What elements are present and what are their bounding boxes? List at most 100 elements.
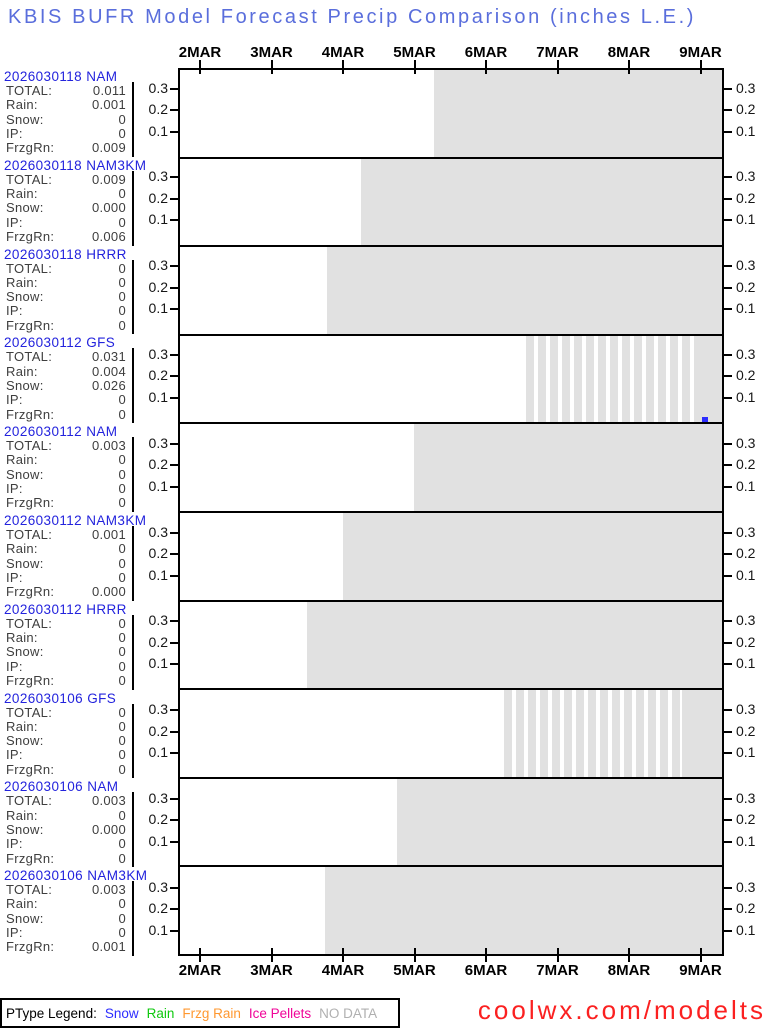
no-data-striped-region <box>504 690 682 777</box>
bottom-month-label: 3MAR <box>250 962 293 979</box>
y-axis-tick <box>724 641 732 644</box>
y-axis-tick-label: 0.3 <box>736 79 756 96</box>
stat-label: IP: <box>6 658 23 674</box>
stat-value: 0 <box>118 658 126 674</box>
stat-value: 0.003 <box>91 793 126 809</box>
forecast-panel <box>180 599 722 689</box>
bottom-month-label: 2MAR <box>178 962 222 979</box>
y-axis-tick-label: 0.2 <box>736 811 756 828</box>
no-data-region <box>325 867 722 954</box>
y-axis-tick <box>170 908 178 911</box>
forecast-panel <box>180 245 722 334</box>
model-run-label: 2026030106 GFS <box>4 690 117 706</box>
y-axis-tick-label: 0.1 <box>736 832 756 849</box>
model-run-label: 2026030106 NAM3KM <box>4 868 148 884</box>
stat-value: 0 <box>118 672 126 688</box>
y-axis-tick <box>170 308 178 311</box>
stat-value: 0.000 <box>91 200 126 216</box>
stats-axis-divider <box>132 259 134 335</box>
y-axis-tick-label: 0.2 <box>148 811 168 828</box>
y-axis-tick <box>170 730 178 733</box>
y-axis-tick-label: 0.3 <box>736 701 756 718</box>
stat-value: 0.026 <box>91 377 126 393</box>
y-axis-tick <box>724 286 732 289</box>
y-axis-tick <box>170 574 178 577</box>
no-data-region <box>361 158 722 246</box>
stat-label: TOTAL: <box>6 438 53 454</box>
stat-label: Snow: <box>6 377 44 393</box>
no-data-region <box>343 512 722 600</box>
stat-label: Rain: <box>6 363 38 379</box>
y-axis-tick-label: 0.2 <box>148 278 168 295</box>
y-axis-tick <box>724 219 732 222</box>
stat-label: TOTAL: <box>6 527 53 542</box>
top-month-label: 7MAR <box>536 44 579 61</box>
y-axis-tick-label: 0.1 <box>736 477 756 494</box>
y-axis-tick <box>724 929 732 932</box>
stats-axis-divider <box>132 614 134 690</box>
y-axis-tick-label: 0.2 <box>736 545 756 561</box>
stat-label: Rain: <box>6 630 38 646</box>
model-run-label: 2026030118 NAM3KM <box>4 157 147 173</box>
stats-axis-divider <box>132 526 134 601</box>
stat-value: 0 <box>118 615 126 631</box>
y-axis-tick <box>724 730 732 733</box>
stat-value: 0 <box>118 896 126 912</box>
top-month-label: 6MAR <box>464 44 508 61</box>
legend-item-snow: Snow <box>104 1005 139 1021</box>
y-axis-tick-label: 0.3 <box>736 345 756 362</box>
stat-label: Snow: <box>6 821 44 837</box>
legend-title: PType Legend: <box>6 1005 97 1021</box>
stats-axis-divider <box>132 437 134 512</box>
y-axis-tick <box>724 531 732 534</box>
top-month-label: 8MAR <box>607 44 651 61</box>
y-axis-tick-label: 0.1 <box>736 744 756 761</box>
y-axis-tick <box>724 396 732 399</box>
y-axis-tick-label: 0.1 <box>148 122 168 139</box>
stat-label: IP: <box>6 747 23 763</box>
stat-label: IP: <box>6 569 23 585</box>
stat-label: IP: <box>6 836 23 852</box>
stat-value: 0.006 <box>91 228 126 244</box>
y-axis-tick-label: 0.2 <box>736 456 756 473</box>
y-axis-tick <box>724 308 732 311</box>
stat-value: 0 <box>118 807 126 823</box>
y-axis-tick-label: 0.1 <box>736 388 756 405</box>
y-axis-tick <box>170 464 178 467</box>
watermark-link[interactable]: coolwx.com/modelts <box>477 995 766 1025</box>
forecast-panel <box>180 865 722 954</box>
bottom-axis-tick <box>699 948 702 962</box>
stat-value: 0 <box>118 630 126 646</box>
stat-value: 0 <box>118 317 126 333</box>
no-data-region <box>414 424 722 511</box>
y-axis-tick-label: 0.3 <box>736 878 756 895</box>
stat-label: TOTAL: <box>6 171 53 187</box>
stat-value: 0 <box>118 274 126 290</box>
y-axis-tick-label: 0.3 <box>148 168 168 185</box>
y-axis-tick-label: 0.1 <box>736 566 756 583</box>
stat-value: 0 <box>118 850 126 866</box>
stat-label: Rain: <box>6 896 38 912</box>
y-axis-tick-label: 0.3 <box>736 257 756 274</box>
top-month-label: 5MAR <box>393 44 436 61</box>
bottom-axis-tick <box>342 948 344 962</box>
stat-label: IP: <box>6 303 23 319</box>
bottom-axis-tick <box>556 948 559 962</box>
y-axis-tick-label: 0.3 <box>148 878 168 895</box>
stat-label: FrzgRn: <box>6 939 55 955</box>
top-axis-tick <box>342 60 344 74</box>
stat-value: 0 <box>118 925 126 941</box>
no-data-region <box>397 778 722 866</box>
forecast-panel <box>180 776 722 866</box>
stat-label: TOTAL: <box>6 260 53 276</box>
no-data-region <box>307 601 722 689</box>
y-axis-tick <box>170 531 178 534</box>
stat-label: IP: <box>6 481 23 497</box>
forecast-panel <box>180 688 722 777</box>
top-month-label: 2MAR <box>178 44 222 61</box>
stat-label: Snow: <box>6 644 44 660</box>
y-axis-tick-label: 0.1 <box>736 211 756 228</box>
stat-value: 0.011 <box>92 83 126 98</box>
stat-value: 0 <box>118 733 126 749</box>
model-run-label: 2026030106 NAM <box>4 779 119 795</box>
